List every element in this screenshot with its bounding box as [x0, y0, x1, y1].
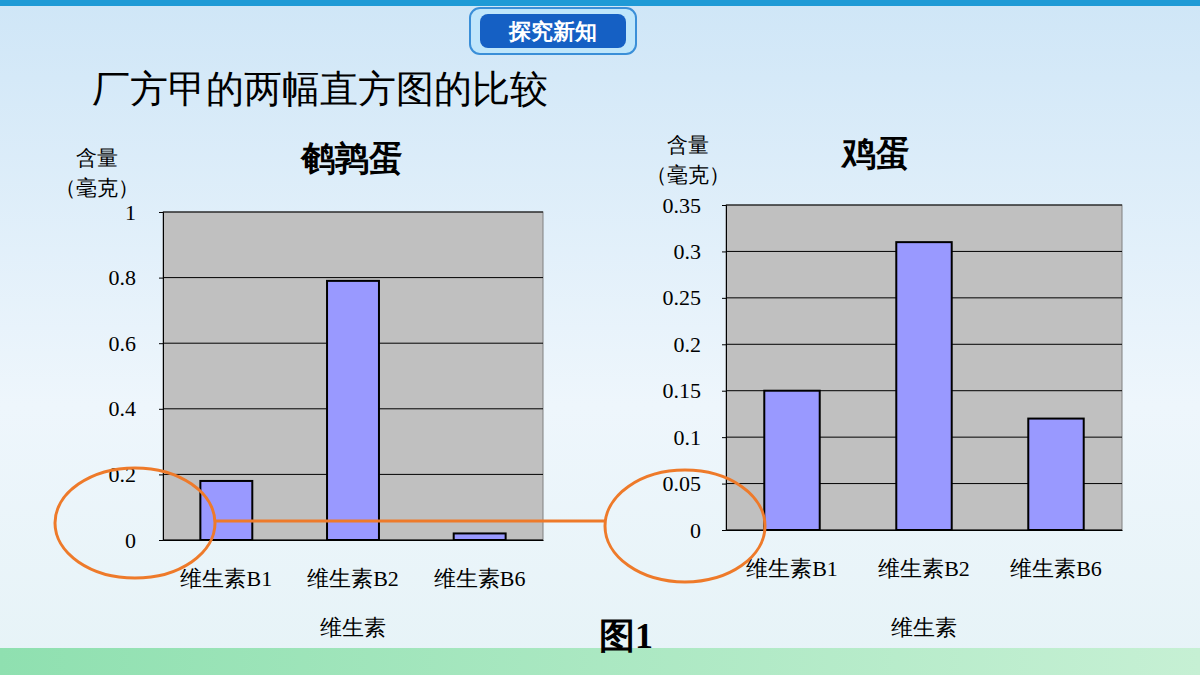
bars: [764, 242, 1083, 530]
tick-label: 0.4: [109, 396, 137, 421]
axis-line: [164, 540, 544, 541]
tick-mark: [722, 205, 726, 206]
tick: 0.3: [674, 239, 727, 264]
plot-area: [726, 205, 1122, 530]
tick-label: 0.2: [674, 332, 702, 357]
bar: [896, 242, 951, 530]
tick-label: 0.3: [674, 239, 702, 264]
tick-label: 0.15: [663, 378, 702, 403]
chart-title: 鸡蛋: [840, 135, 910, 172]
top-strip: [0, 0, 1200, 6]
tick: 0: [690, 518, 726, 543]
tick: 0.2: [109, 462, 164, 487]
tick-label: 1: [125, 200, 136, 225]
badge: 探究新知: [470, 8, 636, 54]
tick: 0.2: [674, 332, 727, 357]
tick: 维生素B6: [434, 540, 526, 591]
tick-mark: [159, 540, 163, 541]
slide: 探究新知厂方甲的两幅直方图的比较图100.20.40.60.81维生素B1维生素…: [0, 0, 1200, 675]
tick: 维生素B1: [746, 530, 838, 581]
tick: 维生素B1: [180, 540, 272, 591]
tick: 0.1: [674, 425, 727, 450]
tick-mark: [722, 437, 726, 438]
tick-mark: [159, 343, 163, 344]
bar: [764, 391, 819, 530]
tick: 0.15: [663, 378, 727, 403]
badge-text: 探究新知: [508, 19, 597, 44]
tick: 维生素B6: [1010, 530, 1102, 581]
y-axis-title: （毫克）: [55, 176, 139, 200]
tick-mark: [159, 409, 163, 410]
bar: [1028, 419, 1083, 530]
x-axis-title: 维生素: [891, 615, 957, 640]
bars: [200, 281, 505, 540]
tick-label: 0.8: [109, 265, 137, 290]
tick-label: 0.25: [663, 285, 702, 310]
highlight-ellipse: [605, 470, 765, 582]
tick-label: 维生素B6: [434, 566, 526, 591]
tick-label: 维生素B2: [878, 556, 970, 581]
tick-mark: [722, 484, 726, 485]
y-axis-title: 含量: [667, 133, 709, 157]
tick-label: 维生素B2: [307, 566, 399, 591]
axis-line: [727, 530, 1123, 531]
figure-label: 图1: [599, 616, 653, 656]
tick-mark: [159, 212, 163, 213]
tick-mark: [159, 278, 163, 279]
grid-line: [726, 205, 1122, 206]
tick-mark: [722, 391, 726, 392]
tick: 维生素B2: [878, 530, 970, 581]
chart: 00.050.10.150.20.250.30.35维生素B1维生素B2维生素B…: [646, 133, 1123, 640]
axis-line: [722, 206, 727, 531]
tick: 1: [125, 200, 163, 225]
tick-label: 0.2: [109, 462, 137, 487]
tick-label: 维生素B1: [746, 556, 838, 581]
tick: 0.4: [109, 396, 164, 421]
chart: 0 0.2 0.4 0.6 0.8 1 维生素B1 维生素B2 维生素B6 鹌鹑蛋 含量 （毫克） 维生…: [55, 140, 544, 640]
tick: 0.35: [663, 193, 727, 218]
tick-label: 0: [125, 528, 136, 553]
chart-title: 鹌鹑蛋: [300, 140, 403, 177]
y-axis: 0 0.05 0.1 0.15 0.2 0.25 0.3 0.35: [663, 193, 727, 543]
grid-line: [163, 212, 543, 213]
background: [0, 0, 1200, 675]
plot-area: [163, 212, 543, 540]
heading: 厂方甲的两幅直方图的比较: [92, 67, 548, 111]
tick-label: 维生素B1: [180, 566, 272, 591]
x-axis: 维生素B1 维生素B2 维生素B6: [727, 530, 1123, 581]
tick-label: 0.05: [663, 471, 702, 496]
badge-frame: [470, 8, 636, 54]
tick: 0: [125, 528, 163, 553]
highlight: [55, 468, 765, 582]
tick: 0.8: [109, 265, 164, 290]
connector: [215, 520, 605, 523]
tick-label: 0.35: [663, 193, 702, 218]
bar: [327, 281, 379, 540]
bar: [454, 533, 506, 540]
tick-mark: [722, 344, 726, 345]
x-axis: 维生素B1 维生素B2 维生素B6: [164, 540, 544, 591]
y-axis-title: 含量: [76, 146, 118, 170]
tick-label: 维生素B6: [1010, 556, 1102, 581]
tick-label: 0.6: [109, 331, 137, 356]
tick: 0.25: [663, 285, 727, 310]
bar: [200, 481, 252, 540]
tick: 0.6: [109, 331, 164, 356]
tick-mark: [722, 298, 726, 299]
y-axis: 0 0.2 0.4 0.6 0.8 1: [109, 200, 164, 553]
tick-mark: [159, 474, 163, 475]
x-axis-title: 维生素: [320, 615, 386, 640]
grid-line: [163, 277, 543, 278]
y-axis-title: （毫克）: [646, 163, 730, 187]
badge-fill: [480, 14, 626, 48]
tick-label: 0: [690, 518, 701, 543]
tick: 维生素B2: [307, 540, 399, 591]
axis-line: [159, 213, 164, 541]
tick-mark: [722, 251, 726, 252]
highlight-ellipse: [55, 468, 215, 578]
tick-mark: [722, 530, 726, 531]
tick-label: 0.1: [674, 425, 702, 450]
